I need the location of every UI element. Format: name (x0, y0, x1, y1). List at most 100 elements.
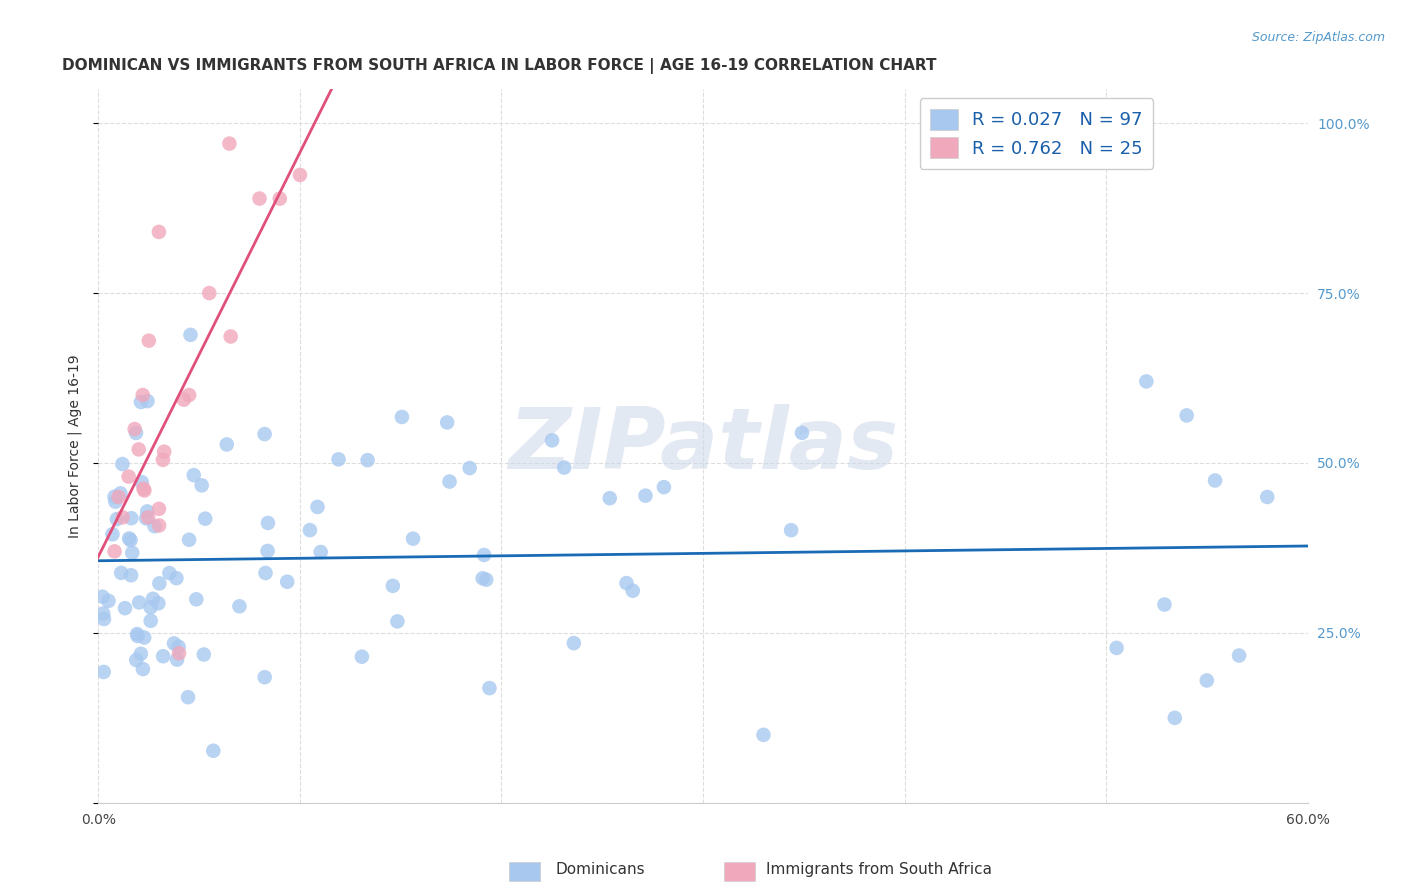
Point (381, 579, 404, 593)
Point (1164, 711, 1187, 725)
Point (553, 460, 575, 475)
Point (562, 636, 585, 650)
Point (752, 728, 775, 742)
Point (127, 629, 149, 643)
Point (179, 388, 201, 402)
Point (129, 395, 152, 409)
Point (1175, 409, 1198, 423)
Point (148, 518, 170, 533)
Point (148, 596, 170, 610)
Point (152, 453, 174, 467)
Point (138, 334, 160, 348)
Point (439, 475, 461, 489)
Point (131, 475, 153, 490)
Point (125, 653, 148, 667)
Point (616, 576, 638, 591)
Point (118, 469, 141, 483)
Point (173, 392, 195, 407)
Point (1227, 648, 1250, 663)
Point (1195, 673, 1218, 688)
Point (167, 646, 190, 660)
Point (599, 491, 621, 506)
Point (257, 516, 280, 530)
Point (436, 416, 458, 430)
Point (139, 614, 162, 628)
Point (179, 327, 201, 342)
Point (166, 652, 188, 666)
Point (215, 437, 238, 451)
Point (91, 607, 114, 621)
Point (471, 571, 494, 585)
Point (165, 571, 187, 585)
Point (1105, 640, 1128, 655)
Point (228, 599, 250, 614)
Point (132, 662, 155, 676)
Point (93, 665, 115, 679)
Point (183, 468, 205, 483)
Point (1135, 375, 1157, 389)
Point (111, 457, 134, 471)
Point (128, 595, 150, 609)
Point (142, 591, 165, 606)
Point (120, 511, 142, 525)
Point (139, 600, 162, 615)
Text: Immigrants from South Africa: Immigrants from South Africa (766, 863, 993, 877)
Point (458, 461, 481, 475)
Point (128, 442, 150, 457)
Point (127, 627, 149, 641)
Point (177, 690, 200, 705)
Point (125, 425, 148, 440)
Point (288, 168, 311, 182)
Point (103, 490, 125, 504)
Point (118, 532, 141, 546)
Point (186, 592, 208, 607)
Point (110, 566, 132, 580)
Point (129, 647, 152, 661)
Point (356, 453, 378, 467)
Legend: R = 0.027   N = 97, R = 0.762   N = 25: R = 0.027 N = 97, R = 0.762 N = 25 (920, 98, 1153, 169)
Point (153, 444, 176, 458)
Point (254, 566, 277, 580)
Point (1256, 490, 1278, 504)
Point (93, 612, 115, 626)
Point (111, 510, 134, 524)
Point (120, 568, 142, 582)
Point (177, 533, 200, 547)
Point (132, 388, 155, 402)
Point (541, 434, 564, 448)
Point (269, 192, 291, 206)
Point (478, 681, 501, 695)
Point (148, 225, 170, 239)
Point (218, 136, 240, 151)
Point (472, 548, 495, 562)
Point (105, 512, 128, 526)
Point (124, 422, 146, 436)
Point (193, 648, 215, 662)
Text: ZIPatlas: ZIPatlas (508, 404, 898, 488)
Text: DOMINICAN VS IMMIGRANTS FROM SOUTH AFRICA IN LABOR FORCE | AGE 16-19 CORRELATION: DOMINICAN VS IMMIGRANTS FROM SOUTH AFRIC… (62, 58, 936, 74)
Point (97, 594, 120, 608)
Point (298, 523, 321, 537)
Point (307, 500, 329, 514)
Point (114, 601, 136, 615)
Point (148, 501, 170, 516)
Point (148, 576, 170, 591)
Point (276, 574, 298, 589)
Point (152, 649, 174, 664)
Point (780, 523, 803, 537)
Point (101, 527, 124, 541)
Y-axis label: In Labor Force | Age 16-19: In Labor Force | Age 16-19 (67, 354, 82, 538)
Point (120, 533, 142, 547)
Point (136, 510, 159, 524)
Point (121, 546, 143, 560)
Point (253, 670, 276, 684)
Point (652, 480, 675, 494)
Point (190, 478, 212, 492)
Point (249, 192, 271, 206)
Point (391, 409, 413, 424)
Point (219, 329, 242, 343)
Point (132, 482, 155, 496)
Point (103, 544, 125, 558)
Point (350, 649, 373, 664)
Point (198, 286, 221, 301)
